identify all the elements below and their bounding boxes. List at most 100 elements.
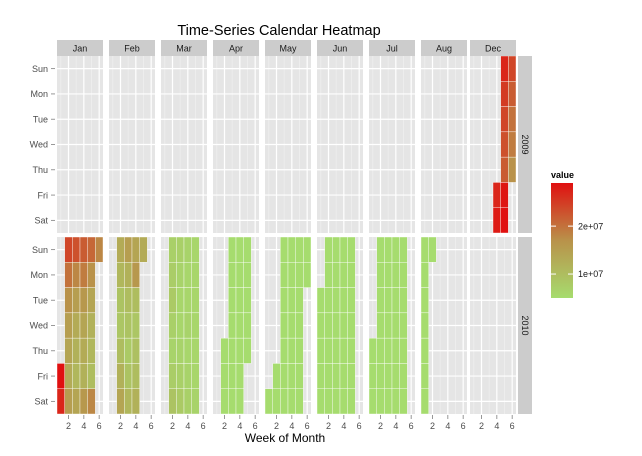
heatmap-cell — [347, 262, 356, 288]
x-tick-label: 4 — [185, 421, 190, 431]
heatmap-cell — [391, 363, 400, 389]
heatmap-cell — [183, 337, 192, 364]
heatmap-cell — [64, 287, 73, 314]
heatmap-cell — [235, 236, 244, 263]
y-tick-label: Fri — [38, 371, 49, 381]
heatmap-cell — [235, 363, 244, 389]
heatmap-cell — [64, 388, 73, 415]
year-strip-label: 2010 — [520, 315, 530, 335]
heatmap-cell — [176, 262, 185, 288]
heatmap-cell — [64, 312, 73, 339]
heatmap-cell — [324, 262, 333, 288]
heatmap-cell — [183, 363, 192, 389]
heatmap-cell — [508, 156, 517, 183]
heatmap-cell — [295, 236, 304, 263]
heatmap-cell — [420, 388, 429, 415]
heatmap-cell — [420, 236, 429, 263]
heatmap-cell — [264, 388, 273, 415]
y-tick-label: Wed — [30, 321, 48, 331]
heatmap-cell — [183, 262, 192, 288]
heatmap-cell — [72, 312, 81, 339]
heatmap-cell — [303, 236, 312, 263]
heatmap-cell — [243, 287, 252, 314]
heatmap-cell — [368, 337, 377, 364]
heatmap-cell — [228, 337, 237, 364]
chart-title: Time-Series Calendar Heatmap — [177, 23, 380, 39]
heatmap-cell — [220, 363, 229, 389]
heatmap-cell — [64, 363, 73, 389]
heatmap-cell — [316, 312, 325, 339]
heatmap-cell — [176, 287, 185, 314]
heatmap-cell — [280, 363, 289, 389]
heatmap-cell — [287, 363, 296, 389]
heatmap-cell — [191, 287, 200, 314]
y-tick-label: Tue — [33, 114, 48, 124]
heatmap-cell — [228, 388, 237, 415]
x-tick-label: 2 — [430, 421, 435, 431]
heatmap-cell — [280, 388, 289, 415]
heatmap-cell — [139, 236, 148, 263]
heatmap-cell — [500, 55, 509, 82]
heatmap-cell — [384, 337, 393, 364]
month-strip — [369, 40, 415, 56]
heatmap-cell — [176, 363, 185, 389]
heatmap-cell — [399, 388, 408, 415]
heatmap-cell — [176, 312, 185, 339]
month-strip-label: Dec — [485, 44, 502, 54]
heatmap-cell — [368, 388, 377, 415]
heatmap-cell — [347, 337, 356, 364]
heatmap-cell — [316, 337, 325, 364]
heatmap-cell — [391, 262, 400, 288]
heatmap-cell — [508, 55, 517, 82]
heatmap-cell — [339, 388, 348, 415]
heatmap-cell — [391, 287, 400, 314]
heatmap-cell — [287, 262, 296, 288]
heatmap-cell — [131, 312, 140, 339]
heatmap-cell — [243, 262, 252, 288]
year-strip-label: 2009 — [520, 134, 530, 154]
heatmap-cell — [176, 236, 185, 263]
heatmap-cell — [228, 236, 237, 263]
heatmap-cell — [347, 312, 356, 339]
heatmap-cell — [79, 363, 88, 389]
month-strip — [317, 40, 363, 56]
heatmap-cell — [384, 363, 393, 389]
heatmap-cell — [124, 388, 133, 415]
heatmap-cell — [287, 287, 296, 314]
heatmap-cell — [324, 312, 333, 339]
heatmap-cell — [116, 363, 125, 389]
x-tick-label: 4 — [341, 421, 346, 431]
heatmap-cell — [316, 287, 325, 314]
heatmap-cell — [116, 236, 125, 263]
x-tick-label: 4 — [393, 421, 398, 431]
heatmap-cell — [228, 363, 237, 389]
heatmap-cell — [183, 388, 192, 415]
heatmap-cell — [176, 388, 185, 415]
heatmap-cell — [124, 287, 133, 314]
heatmap-cell — [399, 262, 408, 288]
heatmap-cell — [316, 363, 325, 389]
heatmap-cell — [295, 363, 304, 389]
heatmap-cell — [332, 363, 341, 389]
heatmap-cell — [295, 312, 304, 339]
heatmap-cell — [235, 388, 244, 415]
heatmap-cell — [124, 262, 133, 288]
heatmap-cell — [339, 262, 348, 288]
heatmap-cell — [391, 236, 400, 263]
month-strip — [470, 40, 516, 56]
heatmap-cell — [235, 262, 244, 288]
heatmap-cell — [243, 236, 252, 263]
heatmap-cell — [384, 312, 393, 339]
heatmap-cell — [324, 337, 333, 364]
heatmap-cell — [87, 236, 96, 263]
heatmap-cell — [191, 388, 200, 415]
heatmap-cell — [56, 363, 65, 389]
heatmap-cell — [72, 236, 81, 263]
legend-tick-label: 1e+07 — [578, 269, 603, 279]
y-tick-label: Fri — [38, 190, 49, 200]
heatmap-cell — [176, 337, 185, 364]
heatmap-cell — [168, 363, 177, 389]
heatmap-cell — [324, 287, 333, 314]
heatmap-cell — [87, 312, 96, 339]
heatmap-cell — [79, 262, 88, 288]
